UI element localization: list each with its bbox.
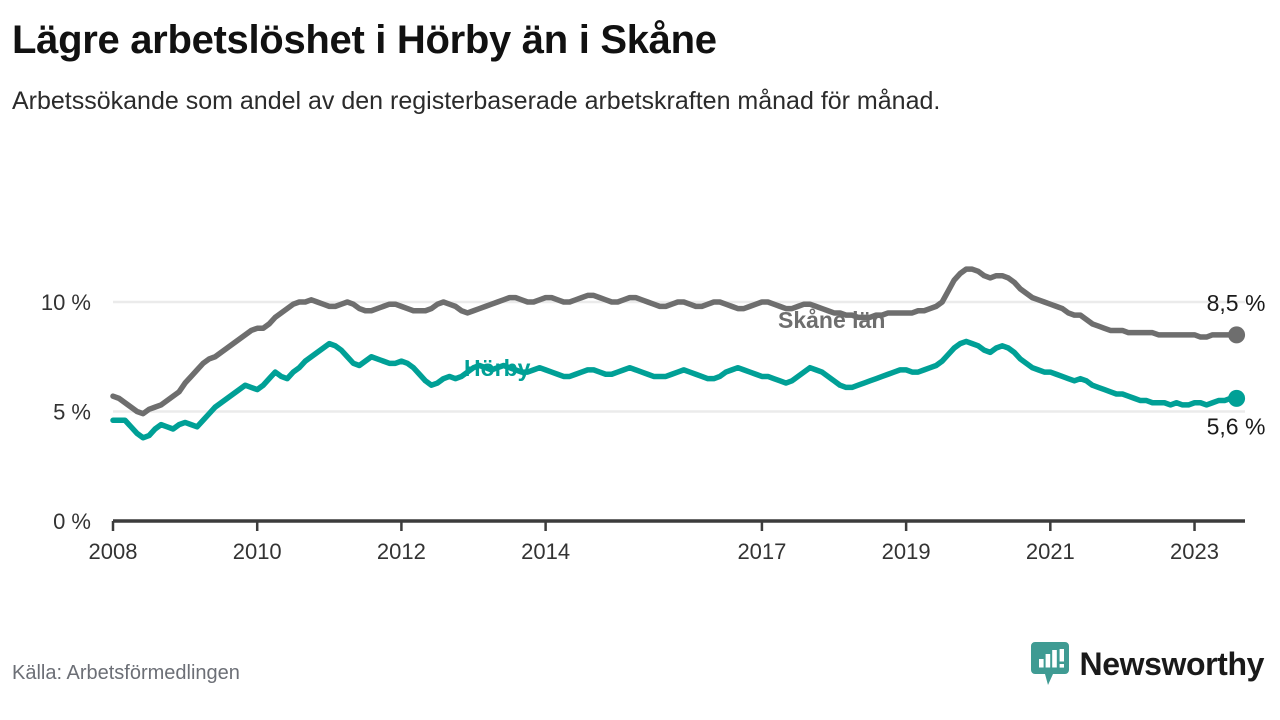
end-value-horby: 5,6 % <box>1207 413 1266 439</box>
x-axis-tick-label: 2014 <box>521 539 570 564</box>
newsworthy-bubble-chart-icon <box>1030 642 1069 685</box>
chart-plot-area: 0 % 5 % 10 % 2008 2010 2012 2014 2017 2019 2021 2… <box>0 240 1280 590</box>
x-axis-tick-label: 2021 <box>1026 539 1075 564</box>
page-title: Lägre arbetslöshet i Hörby än i Skåne <box>12 18 717 62</box>
y-axis-tick-label: 10 % <box>41 290 91 315</box>
y-axis-tick-label: 5 % <box>53 400 91 425</box>
source-note: Källa: Arbetsförmedlingen <box>12 662 240 684</box>
x-axis-tick-label: 2008 <box>89 539 138 564</box>
x-axis-tick-label: 2019 <box>882 539 931 564</box>
endpoint-marker-hörby <box>1228 389 1246 407</box>
endpoint-marker-skåne-län <box>1228 326 1246 344</box>
newsworthy-logo: Newsworthy <box>1030 642 1265 686</box>
y-axis-labels-group: 0 % 5 % 10 % <box>41 290 91 534</box>
logo-wordmark: Newsworthy <box>1079 646 1265 682</box>
series-label-skane: Skåne län <box>778 307 885 333</box>
chart-header: Lägre arbetslöshet i Hörby än i Skåne Ar… <box>12 18 1222 118</box>
series-endpoint-markers-group <box>1228 326 1246 407</box>
chart-subtitle: Arbetssökande som andel av den registerb… <box>12 86 941 115</box>
series-lines-group <box>110 266 1240 441</box>
y-axis-tick-label: 0 % <box>53 509 91 534</box>
x-axis-tick-label: 2023 <box>1170 539 1219 564</box>
series-line-hörby <box>110 338 1240 441</box>
end-value-skane: 8,5 % <box>1207 290 1266 316</box>
chart-footer: Källa: Arbetsförmedlingen Newsworthy <box>0 620 1280 720</box>
gridlines-group <box>113 300 1245 413</box>
line-chart: 0 %5 %10 % 2008 2010 2012 2014 2017 2019 2021 2… <box>41 266 1266 564</box>
x-axis-group: 2008 2010 2012 2014 2017 2019 2021 2023 <box>89 519 1245 564</box>
series-label-horby: Hörby <box>464 355 531 381</box>
series-line-skåne-län <box>110 266 1240 417</box>
x-axis-tick-label: 2010 <box>233 539 282 564</box>
x-axis-tick-label: 2017 <box>737 539 786 564</box>
x-axis-tick-label: 2012 <box>377 539 426 564</box>
